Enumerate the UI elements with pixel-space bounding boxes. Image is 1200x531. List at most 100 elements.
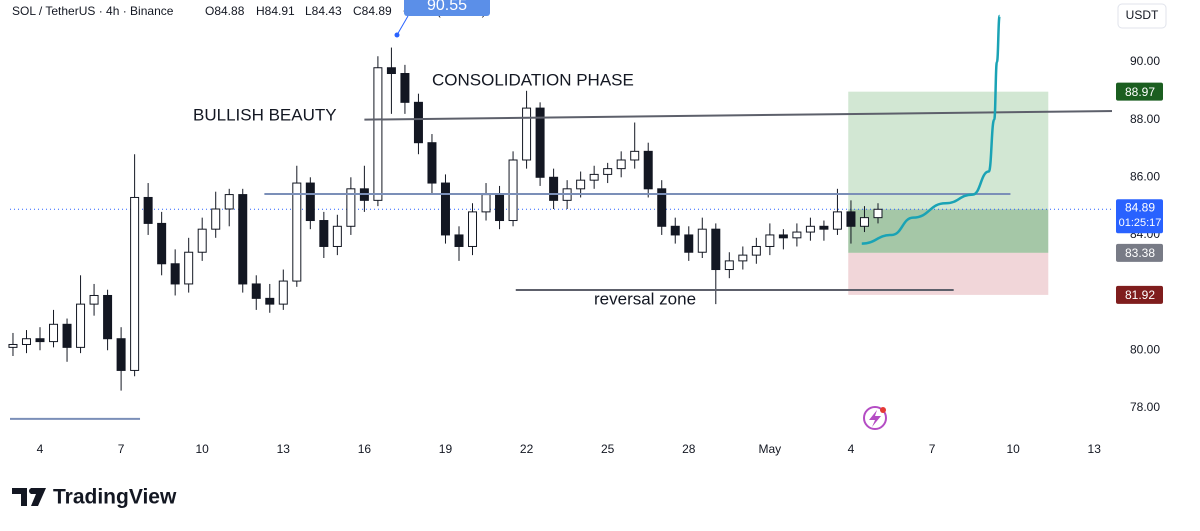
ohlc-open: O84.88 (205, 4, 245, 18)
candle-body (792, 231, 802, 239)
high-marker-box (404, 0, 490, 16)
candle-body (724, 260, 734, 271)
annotation: BULLISH BEAUTY (193, 105, 337, 124)
y-tick-label: 78.00 (1130, 400, 1160, 414)
y-tick-label: 86.00 (1130, 169, 1160, 183)
icon-dot (880, 407, 886, 413)
candle-body (535, 107, 545, 178)
currency: USDT (1126, 8, 1159, 22)
candle-body (386, 67, 396, 75)
candle-body (859, 217, 869, 227)
candle-body (440, 182, 450, 236)
candle-body (103, 294, 113, 340)
candles (8, 47, 883, 391)
x-tick-label: 22 (520, 442, 534, 456)
candle-body (35, 338, 45, 343)
ohlc-low: L84.43 (305, 4, 342, 18)
candle-body (184, 251, 194, 285)
high-marker-link (396, 15, 409, 36)
x-tick-label: 13 (277, 442, 291, 456)
projection-path (861, 14, 1001, 245)
x-tick-label: 10 (1006, 442, 1020, 456)
candle-body (211, 208, 221, 230)
mid-tag: 83.38 (1125, 246, 1155, 260)
candle-body (427, 142, 437, 184)
symbol: SOL / TetherUS · 4h · Binance (12, 4, 174, 18)
drawings-back (10, 91, 1111, 295)
candle-body (116, 338, 126, 371)
candle-body (630, 150, 640, 161)
candle-body (332, 225, 342, 247)
x-tick-label: 7 (118, 442, 125, 456)
candle-body (8, 343, 18, 348)
candle-body (832, 211, 842, 230)
annotation: CONSOLIDATION PHASE (432, 70, 634, 89)
x-tick-label: May (759, 442, 782, 456)
candle-body (413, 101, 423, 144)
candle-body (62, 323, 72, 348)
currency-box (1117, 3, 1167, 29)
icon-ring (863, 406, 887, 430)
candle-body (373, 67, 383, 201)
x-tick-label: 4 (848, 442, 855, 456)
x-tick-label: 7 (929, 442, 936, 456)
candle-body (238, 194, 248, 285)
x-tick-label: 4 (37, 442, 44, 456)
x-tick-label: 19 (439, 442, 453, 456)
candle-body (684, 234, 694, 253)
x-tick-label: 10 (196, 442, 210, 456)
y-tick-label: 80.00 (1130, 342, 1160, 356)
candle-body (589, 173, 599, 181)
candle-body (224, 194, 234, 210)
candle-body (143, 196, 153, 224)
x-tick-label: 13 (1088, 442, 1102, 456)
candle-body (170, 263, 180, 285)
drawings-front: 90.55 (10, 0, 1116, 430)
candle-body (319, 220, 329, 247)
stop-zone (848, 252, 1049, 295)
brand-logo-dot (29, 488, 35, 494)
candle-body (643, 150, 653, 190)
stop-tag: 81.92 (1125, 288, 1155, 302)
y-tick-label: 88.00 (1130, 112, 1160, 126)
candle-body (278, 280, 288, 305)
y-tick-label: 90.00 (1130, 54, 1160, 68)
x-tick-label: 25 (601, 442, 615, 456)
candle-body (751, 245, 761, 256)
candle-body (508, 159, 518, 222)
candle-body (157, 222, 167, 265)
candle-body (873, 208, 883, 219)
candle-body (305, 182, 315, 222)
candle-body (265, 297, 275, 305)
last-price: 84.89 (1125, 200, 1155, 214)
candle-body (454, 234, 464, 247)
candle-body (576, 179, 586, 190)
candle-body (522, 107, 532, 161)
candle-body (657, 188, 667, 227)
candle-body (670, 225, 680, 236)
candle-body (400, 73, 410, 103)
candle-body (495, 194, 505, 222)
candle-body (549, 176, 559, 201)
candle-body (765, 234, 775, 247)
candle-body (346, 188, 356, 227)
price-axis-bg (1112, 0, 1200, 470)
target-zone (848, 91, 1049, 210)
ohlc-high: H84.91 (256, 4, 295, 18)
candle-body (197, 228, 207, 253)
candle-body (130, 196, 140, 371)
candle-body (711, 228, 721, 271)
brand-logo (12, 488, 46, 506)
candle-body (251, 283, 261, 299)
target-tag-box (1116, 82, 1163, 101)
last-price-box (1116, 199, 1163, 234)
x-tick-label: 16 (358, 442, 372, 456)
countdown: 01:25:17 (1119, 217, 1162, 229)
icon-bolt (869, 410, 881, 427)
candle-body (21, 338, 31, 345)
candle-body (292, 182, 302, 282)
candle-body (76, 303, 86, 348)
